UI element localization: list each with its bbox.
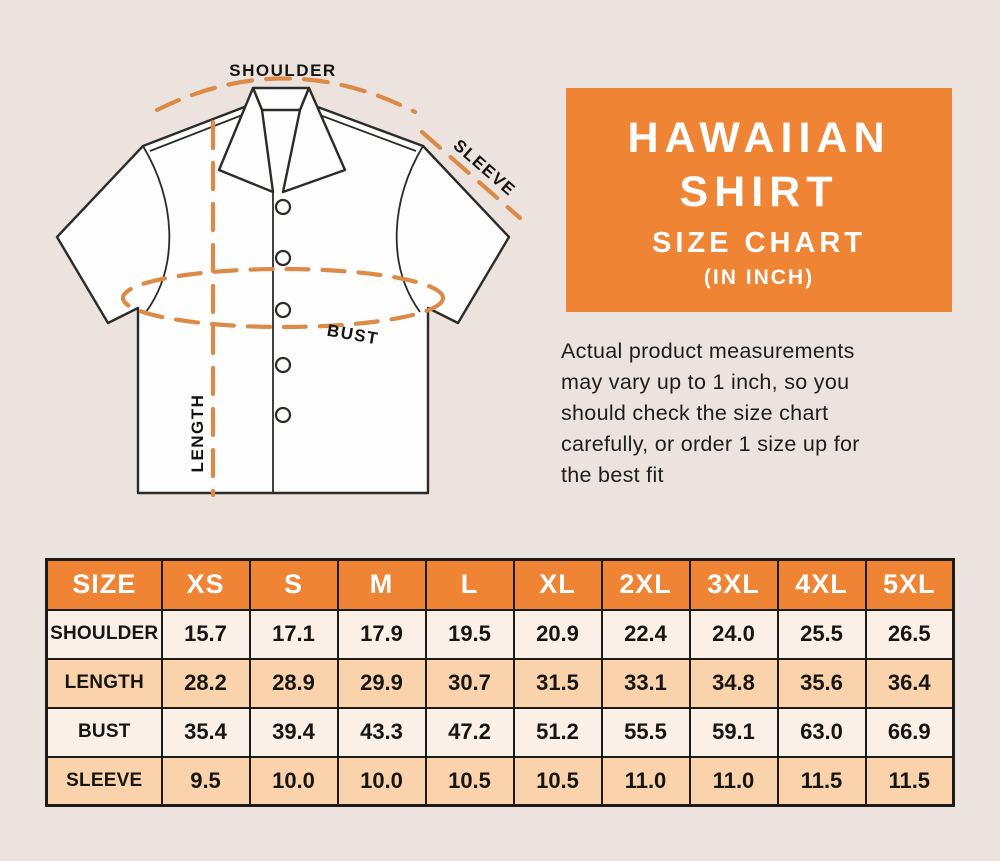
value-cell: 51.2	[512, 706, 603, 758]
description-line: the best fit	[561, 463, 664, 487]
length-label: LENGTH	[188, 394, 207, 473]
size-table-header: SIZE XS S M L XL 2XL 3XL 4XL 5XL	[45, 558, 955, 611]
value-cell: 22.4	[600, 608, 691, 660]
value-cell: 35.4	[160, 706, 251, 758]
header-cell: 2XL	[600, 558, 691, 611]
header-cell: L	[424, 558, 515, 611]
value-cell: 19.5	[424, 608, 515, 660]
size-table-body: SHOULDER 15.7 17.1 17.9 19.5 20.9 22.4 24.0 25.5…	[45, 608, 955, 807]
right-armhole-seam	[395, 145, 424, 313]
value-cell: 24.0	[688, 608, 779, 660]
collar-right-flap	[281, 86, 347, 194]
table-row: BUST 35.4 39.4 43.3 47.2 51.2 55.5 59.1 63.0 66.9	[45, 706, 955, 758]
button-icon	[274, 406, 292, 424]
value-cell: 25.5	[776, 608, 867, 660]
header-cell: M	[336, 558, 427, 611]
left-shoulder-seam	[149, 113, 246, 152]
size-table: SIZE XS S M L XL 2XL 3XL 4XL 5XL SHOULDER 15.7 17.1…	[45, 558, 955, 807]
header-cell: S	[248, 558, 339, 611]
description-line: may vary up to 1 inch, so you	[561, 370, 850, 394]
shoulder-label: SHOULDER	[229, 61, 336, 80]
header-cell-size: SIZE	[45, 558, 163, 611]
value-cell: 36.4	[864, 657, 955, 709]
value-cell: 47.2	[424, 706, 515, 758]
value-cell: 31.5	[512, 657, 603, 709]
table-row: SLEEVE 9.5 10.0 10.0 10.5 10.5 11.0 11.0 11.5 11.…	[45, 755, 955, 807]
shoulder-measure-arc	[154, 76, 418, 115]
description-line: should check the size chart	[561, 401, 829, 425]
value-cell: 35.6	[776, 657, 867, 709]
title-line-size-chart: SIZE CHART	[652, 226, 866, 259]
value-cell: 17.1	[248, 608, 339, 660]
description-line: carefully, or order 1 size up for	[561, 432, 860, 456]
header-cell: 4XL	[776, 558, 867, 611]
table-row: LENGTH 28.2 28.9 29.9 30.7 31.5 33.1 34.8 35.6 36…	[45, 657, 955, 709]
value-cell: 39.4	[248, 706, 339, 758]
header-cell: XS	[160, 558, 251, 611]
value-cell: 10.5	[512, 755, 603, 807]
value-cell: 55.5	[600, 706, 691, 758]
value-cell: 11.0	[600, 755, 691, 807]
value-cell: 10.0	[248, 755, 339, 807]
value-cell: 29.9	[336, 657, 427, 709]
value-cell: 26.5	[864, 608, 955, 660]
right-shoulder-seam	[316, 113, 417, 152]
value-cell: 34.8	[688, 657, 779, 709]
button-icon	[274, 356, 292, 374]
value-cell: 11.5	[864, 755, 955, 807]
value-cell: 11.5	[776, 755, 867, 807]
button-icon	[274, 301, 292, 319]
description-line: Actual product measurements	[561, 339, 855, 363]
row-label: SHOULDER	[45, 608, 163, 660]
collar-left-flap	[217, 86, 275, 194]
row-label: LENGTH	[45, 657, 163, 709]
title-line-shirt: SHIRT	[679, 167, 839, 216]
value-cell: 28.2	[160, 657, 251, 709]
value-cell: 63.0	[776, 706, 867, 758]
value-cell: 66.9	[864, 706, 955, 758]
bust-measure-ellipse	[120, 266, 446, 330]
value-cell: 30.7	[424, 657, 515, 709]
value-cell: 11.0	[688, 755, 779, 807]
table-row: SHOULDER 15.7 17.1 17.9 19.5 20.9 22.4 24.0 25.5…	[45, 608, 955, 660]
row-label: SLEEVE	[45, 755, 163, 807]
title-line-hawaiian: HAWAIIAN	[627, 113, 891, 162]
value-cell: 10.5	[424, 755, 515, 807]
row-label: BUST	[45, 706, 163, 758]
sleeve-measure-line	[419, 129, 523, 221]
left-armhole-seam	[142, 145, 171, 313]
header-cell: XL	[512, 558, 603, 611]
header-cell: 3XL	[688, 558, 779, 611]
description-text: Actual product measurements may vary up t…	[561, 336, 971, 491]
value-cell: 33.1	[600, 657, 691, 709]
button-icon	[274, 249, 292, 267]
value-cell: 15.7	[160, 608, 251, 660]
title-box: HAWAIIAN SHIRT SIZE CHART (IN INCH)	[566, 88, 952, 312]
size-table-wrap: SIZE XS S M L XL 2XL 3XL 4XL 5XL SHOULDER 15.7 17.1…	[45, 558, 955, 807]
value-cell: 28.9	[248, 657, 339, 709]
value-cell: 59.1	[688, 706, 779, 758]
value-cell: 43.3	[336, 706, 427, 758]
button-icon	[274, 198, 292, 216]
value-cell: 17.9	[336, 608, 427, 660]
value-cell: 20.9	[512, 608, 603, 660]
value-cell: 10.0	[336, 755, 427, 807]
title-line-unit: (IN INCH)	[703, 265, 815, 289]
value-cell: 9.5	[160, 755, 251, 807]
header-cell: 5XL	[864, 558, 955, 611]
shirt-measurement-diagram: SHOULDER SLEEVE BUST LENGTH	[55, 61, 523, 498]
